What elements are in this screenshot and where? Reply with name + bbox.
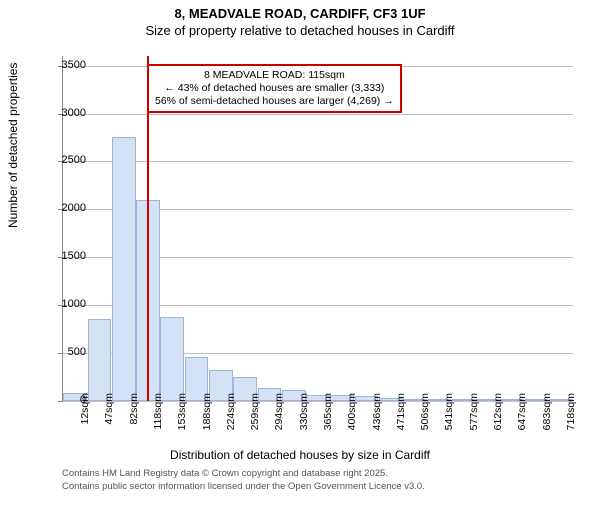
xtick-label: 82sqm (128, 393, 140, 453)
ytick-label: 1000 (46, 298, 86, 310)
xtick-label: 400sqm (346, 393, 358, 453)
xtick-label: 259sqm (249, 393, 261, 453)
annotation-box: 8 MEADVALE ROAD: 115sqm← 43% of detached… (147, 64, 402, 113)
ytick-label: 2500 (46, 154, 86, 166)
bar (88, 319, 112, 401)
ytick-label: 3500 (46, 59, 86, 71)
xtick-label: 365sqm (322, 393, 334, 453)
title-sub: Size of property relative to detached ho… (0, 23, 600, 38)
x-axis-title: Distribution of detached houses by size … (0, 448, 600, 462)
ytick-label: 500 (46, 346, 86, 358)
ytick-label: 0 (46, 394, 86, 406)
annotation-line: 8 MEADVALE ROAD: 115sqm (155, 69, 394, 82)
gridline (63, 161, 573, 162)
xtick-label: 224sqm (225, 393, 237, 453)
xtick-label: 647sqm (516, 393, 528, 453)
xtick-label: 577sqm (468, 393, 480, 453)
footer-line-2: Contains public sector information licen… (62, 481, 425, 492)
ytick-label: 2000 (46, 202, 86, 214)
title-main: 8, MEADVALE ROAD, CARDIFF, CF3 1UF (0, 6, 600, 21)
xtick-label: 683sqm (541, 393, 553, 453)
y-axis-title: Number of detached properties (6, 63, 20, 228)
xtick-label: 47sqm (103, 393, 115, 453)
ytick-label: 1500 (46, 250, 86, 262)
ytick-label: 3000 (46, 107, 86, 119)
annotation-line: ← 43% of detached houses are smaller (3,… (155, 82, 394, 95)
xtick-label: 188sqm (201, 393, 213, 453)
xtick-label: 471sqm (395, 393, 407, 453)
xtick-label: 718sqm (565, 393, 577, 453)
annotation-line: 56% of semi-detached houses are larger (… (155, 95, 394, 108)
xtick-label: 294sqm (273, 393, 285, 453)
footer-line-1: Contains HM Land Registry data © Crown c… (62, 468, 388, 479)
gridline (63, 114, 573, 115)
bar (160, 317, 184, 401)
xtick-label: 506sqm (419, 393, 431, 453)
xtick-label: 612sqm (492, 393, 504, 453)
xtick-label: 118sqm (152, 393, 164, 453)
xtick-label: 541sqm (443, 393, 455, 453)
xtick-label: 330sqm (298, 393, 310, 453)
xtick-label: 153sqm (176, 393, 188, 453)
xtick-label: 436sqm (371, 393, 383, 453)
bar (112, 137, 136, 402)
chart-area: 12sqm47sqm82sqm118sqm153sqm188sqm224sqm2… (62, 56, 573, 402)
